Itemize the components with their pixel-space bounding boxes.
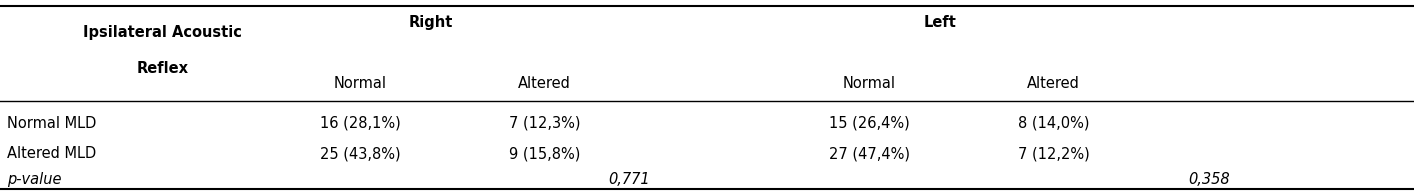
Text: Left: Left [923,15,957,30]
Text: Altered: Altered [518,76,571,91]
Text: Normal: Normal [843,76,896,91]
Text: 9 (15,8%): 9 (15,8%) [509,146,580,161]
Text: 27 (47,4%): 27 (47,4%) [829,146,911,161]
Text: Normal: Normal [334,76,387,91]
Text: Altered MLD: Altered MLD [7,146,96,161]
Text: 0,358: 0,358 [1188,172,1230,187]
Text: Reflex: Reflex [137,61,188,76]
Text: 7 (12,2%): 7 (12,2%) [1018,146,1089,161]
Text: Right: Right [409,15,454,30]
Text: 0,771: 0,771 [608,172,650,187]
Text: 7 (12,3%): 7 (12,3%) [509,116,580,131]
Text: Ipsilateral Acoustic: Ipsilateral Acoustic [83,25,242,40]
Text: 16 (28,1%): 16 (28,1%) [320,116,402,131]
Text: 8 (14,0%): 8 (14,0%) [1018,116,1089,131]
Text: Altered: Altered [1027,76,1080,91]
Text: 15 (26,4%): 15 (26,4%) [829,116,911,131]
Text: Normal MLD: Normal MLD [7,116,96,131]
Text: 25 (43,8%): 25 (43,8%) [320,146,402,161]
Text: p-value: p-value [7,172,62,187]
